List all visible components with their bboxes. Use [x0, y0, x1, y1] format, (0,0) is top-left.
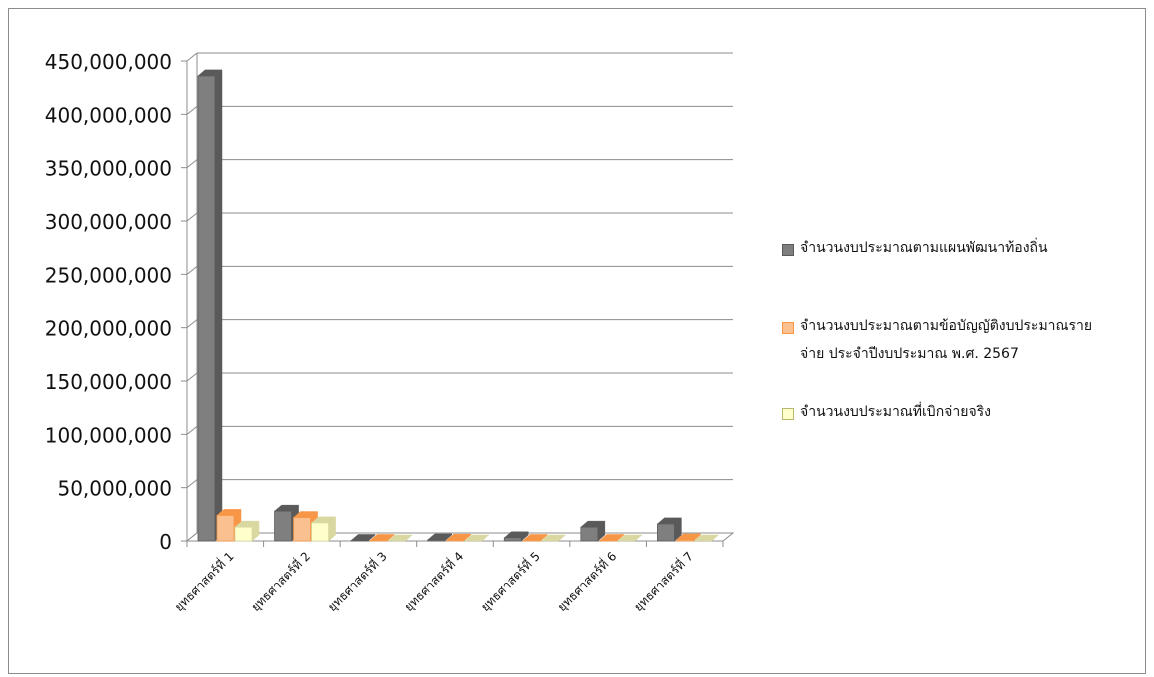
bar: [274, 510, 292, 542]
x-tick-label: ยุทธศาสตร์ที่ 5: [477, 548, 544, 615]
bar-side: [214, 69, 223, 542]
bar-top: [464, 534, 490, 542]
bar-top: [540, 534, 566, 542]
bar: [293, 517, 311, 542]
bar-top: [387, 534, 413, 542]
side-wall-gridline: [186, 425, 198, 435]
x-tick-label: ยุทธศาสตร์ที่ 1: [170, 548, 237, 615]
side-wall-gridline: [186, 479, 198, 489]
legend-item-approved: จำนวนงบประมาณตามข้อบัญญัติงบประมาณรายจ่า…: [782, 318, 1100, 368]
y-tick-label: 100,000,000: [45, 423, 172, 447]
legend-item-disbursed: จำนวนงบประมาณที่เบิกจ่ายจริง: [782, 404, 1140, 426]
side-wall-gridline: [186, 319, 198, 329]
bar: [197, 75, 216, 542]
side-wall-gridline: [186, 372, 198, 382]
legend-swatch-yellow: [782, 408, 794, 420]
bar: [369, 540, 388, 542]
side-wall-gridline: [186, 159, 198, 169]
x-tick-label: ยุทธศาสตร์ที่ 2: [247, 548, 314, 615]
side-wall-gridline: [186, 212, 198, 222]
bar: [676, 539, 694, 542]
y-tick-label: 350,000,000: [45, 157, 172, 181]
legend-label-disbursed: จำนวนงบประมาณที่เบิกจ่ายจริง: [800, 404, 991, 420]
bar: [522, 540, 541, 542]
bar: [657, 523, 675, 542]
bar: [216, 515, 235, 542]
legend-swatch-orange: [782, 322, 794, 334]
y-tick-label: 50,000,000: [57, 477, 172, 501]
y-tick-label: 300,000,000: [45, 210, 172, 234]
bar: [599, 540, 618, 542]
y-tick-label: 400,000,000: [45, 103, 172, 127]
y-tick-label: 250,000,000: [45, 263, 172, 287]
y-tick-label: 450,000,000: [45, 50, 172, 74]
legend-item-plan: จำนวนงบประมาณตามแผนพัฒนาท้องถิ่น: [782, 240, 1140, 262]
legend-label-approved: จำนวนงบประมาณตามข้อบัญญัติงบประมาณรายจ่า…: [800, 318, 1093, 362]
x-tick-label: ยุทธศาสตร์ที่ 6: [553, 548, 620, 615]
bar: [311, 522, 329, 542]
y-tick-label: 150,000,000: [45, 370, 172, 394]
bar: [446, 539, 465, 542]
x-tick-label: ยุทธศาสตร์ที่ 7: [630, 548, 697, 615]
y-tick-label: 0: [159, 530, 172, 554]
bar: [234, 526, 253, 542]
x-tick-label: ยุทธศาสตร์ที่ 3: [324, 548, 391, 615]
side-wall-gridline: [186, 265, 198, 275]
bar: [503, 537, 522, 542]
legend-label-plan: จำนวนงบประมาณตามแผนพัฒนาท้องถิ่น: [800, 240, 1048, 256]
bar: [580, 526, 599, 542]
x-tick-label: ยุทธศาสตร์ที่ 4: [400, 548, 467, 615]
bar: [427, 539, 446, 542]
bar: [350, 540, 369, 542]
y-tick-label: 200,000,000: [45, 317, 172, 341]
bar-top: [693, 534, 720, 542]
bar-top: [617, 534, 643, 542]
side-wall-gridline: [186, 52, 198, 62]
legend-swatch-gray: [782, 244, 794, 256]
side-wall-gridline: [186, 105, 198, 115]
